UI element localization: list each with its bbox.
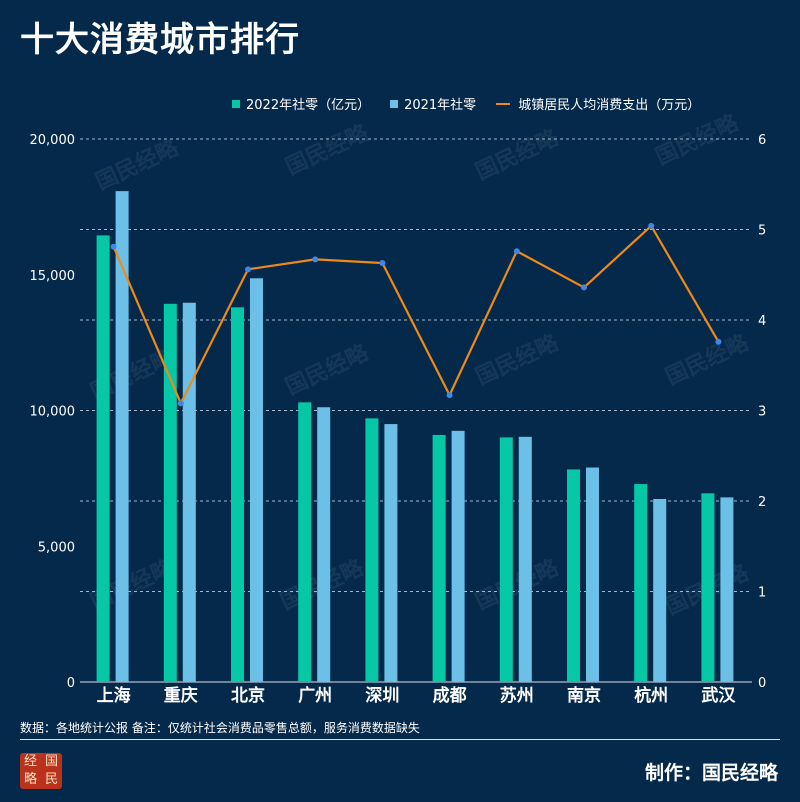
logo-char: 经 [23,754,37,769]
consumption-line [112,224,720,405]
y-left-tick-label: 20,000 [30,133,76,148]
source-note: 数据：各地统计公报 备注：仅统计社会消费品零售总额，服务消费数据缺失 [20,721,420,735]
bar-2022 [567,469,580,682]
legend-swatch-consumption [496,102,511,105]
bar-2022 [701,493,715,682]
consumption-point [312,256,319,263]
bar-2021 [653,499,667,682]
consumption-point [648,222,655,229]
watermark: 国民经略 [282,119,374,180]
bar-2022 [231,307,244,682]
x-tick-label: 重庆 [164,685,198,706]
bar-2022 [634,484,648,682]
consumption-point [379,259,386,266]
logo-char: 民 [44,772,58,787]
y-right-tick-label: 4 [758,314,766,329]
bar-2021 [720,497,734,682]
bar-2021 [182,302,196,682]
x-tick-label: 成都 [433,685,467,706]
consumption-point [110,243,117,250]
legend-swatch-2021 [390,99,399,108]
y-right-tick-label: 0 [758,676,766,691]
x-tick-label: 广州 [298,685,332,706]
bar-2022 [298,402,312,682]
y-left-tick-label: 15,000 [30,269,76,284]
consumption-point [177,400,184,407]
watermark: 国民经略 [282,339,374,400]
x-tick-label: 杭州 [634,685,668,706]
consumption-point [715,338,722,345]
x-tick-label: 深圳 [365,685,399,706]
legend-swatch-2022 [232,99,240,108]
legend-item-2021: 2021年社零 [390,94,476,113]
bar-2021 [451,430,465,682]
bar-2021 [384,424,398,682]
x-tick-label: 武汉 [701,685,736,706]
bar-2021 [518,436,532,682]
x-tick-label: 北京 [231,685,265,706]
y-right-tick-label: 1 [758,586,766,601]
legend-label-2021: 2021年社零 [404,98,477,113]
brand-logo: 经 国 略 民 [20,753,62,789]
consumption-point [446,392,453,399]
legend-item-consumption: 城镇居民人均消费支出（万元） [496,94,700,113]
consumption-point [245,266,251,273]
bar-2022 [96,235,110,682]
bar-2021 [115,191,129,683]
legend-item-2022: 2022年社零（亿元） [232,94,370,113]
chart-title: 十大消费城市排行 [20,20,300,60]
legend-label-consumption: 城镇居民人均消费支出（万元） [518,98,701,113]
watermark: 国民经略 [652,109,744,170]
bar-2021 [317,407,331,682]
legend-label-2022: 2022年社零（亿元） [246,98,371,113]
watermark: 国民经略 [472,124,564,185]
x-tick-label: 苏州 [500,685,534,706]
watermark: 国民经略 [472,554,564,615]
consumption-point [513,248,520,255]
watermark: 国民经略 [92,134,184,195]
bar-2022 [163,303,177,682]
x-tick-label: 上海 [97,685,131,706]
bar-2022 [365,418,379,682]
x-tick-label: 南京 [567,685,601,706]
credit-text: 制作：国民经略 [644,762,778,784]
logo-char: 略 [23,772,37,787]
y-left-tick-label: 10,000 [30,405,76,420]
bar-2021 [586,467,599,682]
logo-char: 国 [44,754,58,769]
bar-2022 [499,437,513,682]
y-left-tick-label: 5,000 [38,540,75,555]
watermark: 国民经略 [472,329,564,390]
y-left-tick-label: 0 [67,676,75,691]
bar-2022 [432,434,446,682]
y-right-tick-label: 2 [758,495,766,510]
y-right-tick-label: 6 [758,133,766,148]
y-right-tick-label: 5 [758,224,766,239]
consumption-point [581,284,587,291]
bar-2021 [250,278,263,682]
footer-divider [20,739,780,740]
y-right-tick-label: 3 [758,405,766,420]
chart-legend: 2022年社零（亿元） 2021年社零 城镇居民人均消费支出（万元） [232,94,720,113]
watermark: 国民经略 [662,329,754,390]
